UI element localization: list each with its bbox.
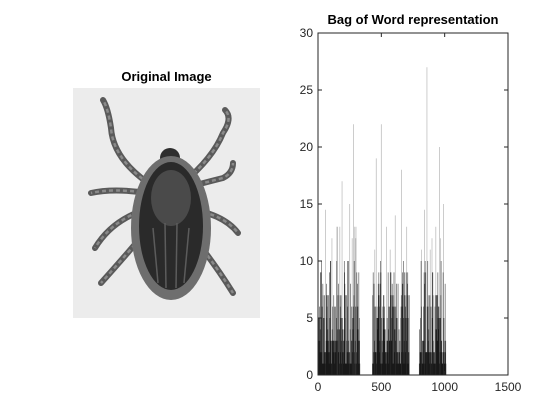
y-tick-label: 15 bbox=[300, 197, 314, 211]
x-tick-label: 1500 bbox=[495, 380, 522, 394]
image-title: Original Image bbox=[121, 69, 212, 84]
x-tick-label: 500 bbox=[371, 380, 391, 394]
y-tick-label: 5 bbox=[306, 311, 313, 325]
x-tick-label: 0 bbox=[315, 380, 322, 394]
y-tick-label: 10 bbox=[300, 254, 314, 268]
y-tick-label: 30 bbox=[300, 26, 314, 40]
original-image bbox=[73, 88, 260, 318]
y-tick-label: 20 bbox=[300, 140, 314, 154]
y-tick-label: 0 bbox=[306, 368, 313, 382]
tick-insect-image bbox=[73, 88, 260, 318]
x-tick-label: 1000 bbox=[431, 380, 458, 394]
chart-title: Bag of Word representation bbox=[327, 12, 499, 27]
y-tick-label: 25 bbox=[300, 83, 314, 97]
